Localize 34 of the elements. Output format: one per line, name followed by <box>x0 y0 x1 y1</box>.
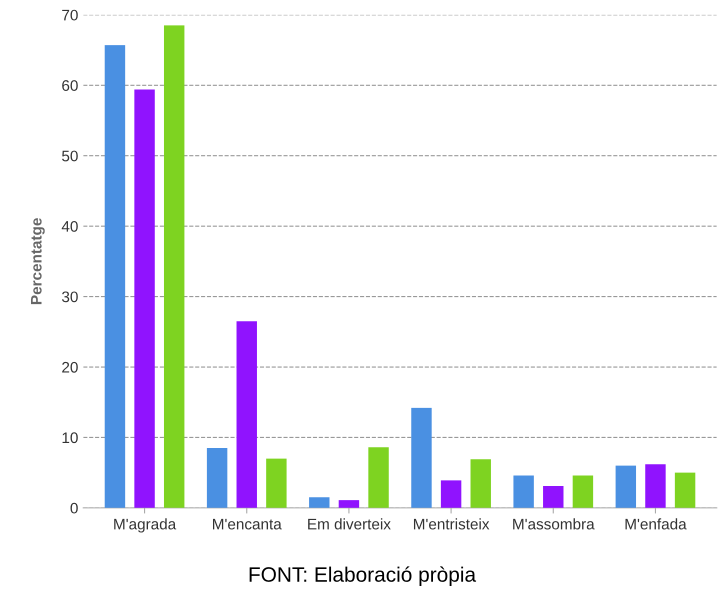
bar <box>616 466 636 508</box>
bar <box>164 25 184 508</box>
x-tick-label: M'entristeix <box>414 518 490 530</box>
bar <box>206 448 228 508</box>
bar <box>309 497 330 508</box>
bar <box>104 45 126 508</box>
y-tick-label: 50 <box>62 150 78 162</box>
bar <box>674 472 696 508</box>
bar <box>411 408 432 508</box>
bar <box>338 500 360 508</box>
bar <box>440 480 462 508</box>
y-tick-label: 70 <box>62 10 78 21</box>
y-tick-label: 30 <box>62 291 78 302</box>
bar <box>470 459 491 508</box>
bar <box>266 458 287 508</box>
bar <box>513 475 534 508</box>
bar <box>572 475 594 508</box>
bar <box>134 90 155 508</box>
y-tick-label: 20 <box>62 362 78 373</box>
y-tick-label: 0 <box>70 502 78 514</box>
y-tick-label: 40 <box>62 221 78 232</box>
y-axis-title: Percentatge <box>30 218 45 304</box>
x-tick-label: Em diverteix <box>308 518 391 530</box>
x-tick-label: M'encanta <box>212 518 282 530</box>
bar <box>368 447 389 508</box>
bar <box>543 486 564 508</box>
bar <box>236 321 257 508</box>
y-tick-label: 60 <box>62 80 78 91</box>
bar <box>645 464 666 508</box>
y-tick-label: 10 <box>62 432 78 444</box>
text: FONT: Elaboració pròpia <box>250 566 476 586</box>
x-tick-label: M'enfada <box>626 518 687 530</box>
x-tick-label: M'agrada <box>114 518 176 533</box>
x-tick-label: M'assombra <box>513 518 595 530</box>
